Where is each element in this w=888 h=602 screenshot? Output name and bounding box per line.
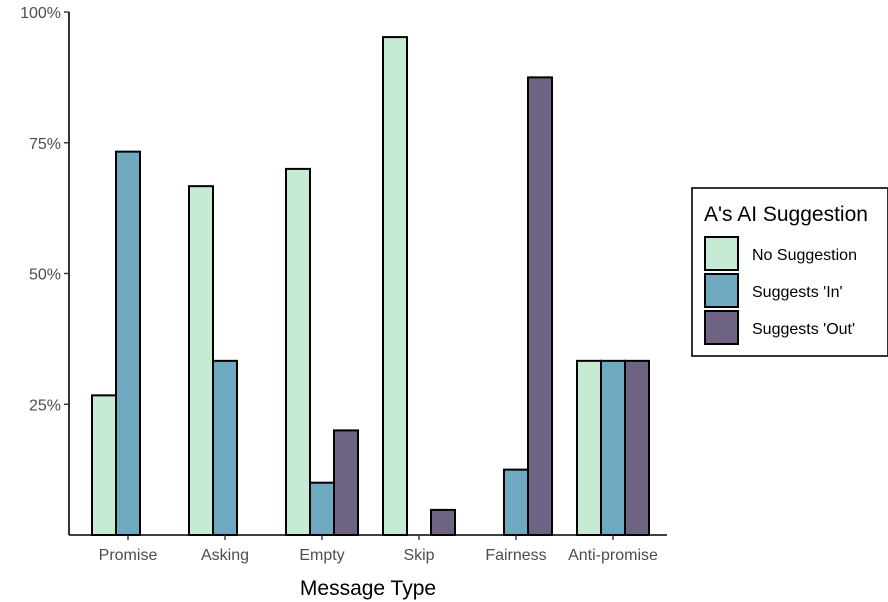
bars-group: [91, 36, 650, 537]
x-tick-label: Empty: [299, 547, 344, 564]
x-tick-label: Fairness: [485, 547, 546, 564]
y-tick-label: 100%: [20, 5, 61, 22]
bar-anti-promise-series-2: [600, 359, 626, 536]
bar-skip-series-3: [430, 508, 456, 536]
legend: A's AI Suggestion No Suggestion Suggests …: [691, 187, 888, 357]
bar-anti-promise-series-1: [576, 359, 602, 536]
y-tick-label: 50%: [29, 267, 61, 284]
bar-empty-series-1: [285, 167, 311, 536]
y-tick-label: 75%: [29, 136, 61, 153]
bar-asking-series-1: [188, 185, 214, 536]
x-tick-label: Skip: [403, 547, 434, 564]
bar-skip-series-1: [382, 36, 408, 536]
bar-empty-series-3: [333, 429, 359, 536]
bar-asking-series-2: [212, 359, 238, 536]
legend-swatch: [704, 273, 739, 308]
bar-empty-series-2: [309, 481, 335, 537]
legend-swatch: [704, 236, 739, 271]
y-tick-label: 25%: [29, 397, 61, 414]
legend-items: No Suggestion Suggests 'In' Suggests 'Out': [704, 236, 857, 345]
x-tick-label: Promise: [99, 547, 158, 564]
bar-promise-series-2: [115, 150, 141, 537]
legend-label: No Suggestion: [752, 247, 857, 264]
legend-label: Suggests 'In': [752, 284, 843, 301]
bar-fairness-series-2: [503, 468, 529, 536]
legend-swatch: [704, 310, 739, 345]
legend-title: A's AI Suggestion: [704, 203, 868, 226]
x-tick-label: Asking: [201, 547, 249, 564]
bar-promise-series-1: [91, 394, 117, 537]
bar-fairness-series-3: [527, 76, 553, 536]
x-axis-title: Message Type: [300, 577, 436, 600]
x-tick-label: Anti-promise: [568, 547, 658, 564]
bar-anti-promise-series-3: [624, 359, 650, 536]
x-ticks-group: Promise Asking Empty Skip Fairness Anti-promi…: [99, 535, 658, 564]
legend-label: Suggests 'Out': [752, 321, 855, 338]
y-ticks-group: 25% 50% 75% 100%: [20, 5, 69, 414]
